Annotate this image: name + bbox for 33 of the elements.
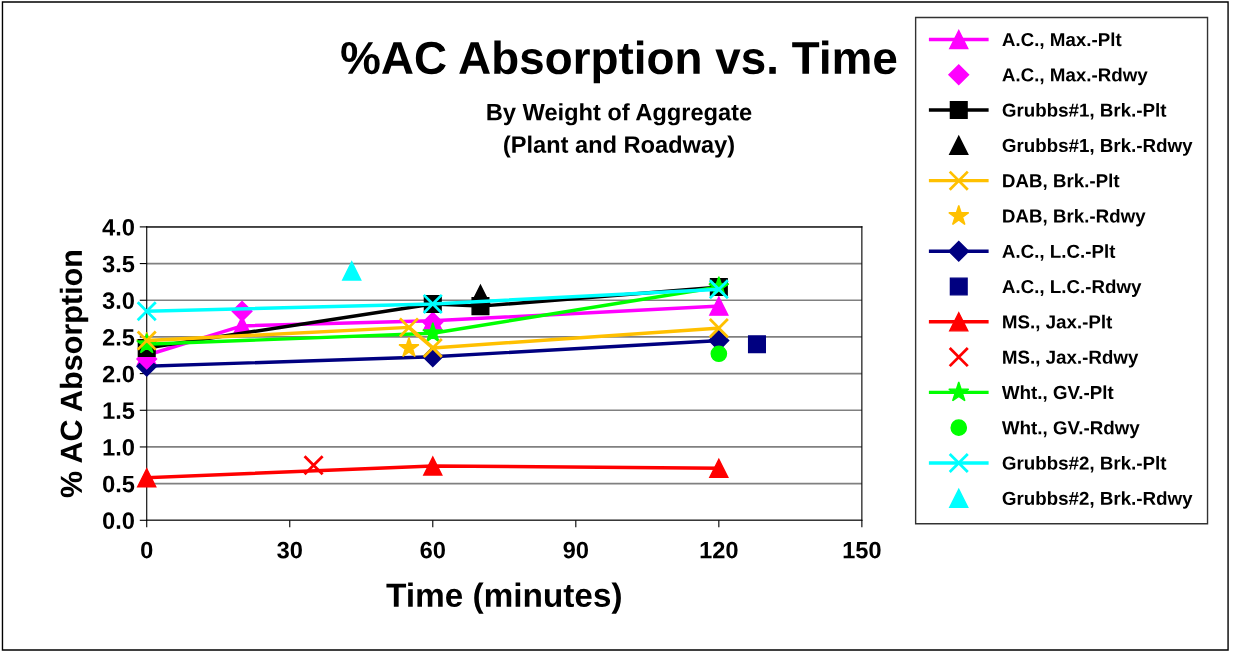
legend-label: Wht., GV.-Rdwy: [1001, 420, 1140, 439]
legend-label: Grubbs#2, Brk.-Rdwy: [1002, 491, 1193, 509]
y-tick-label: 3.5: [102, 255, 135, 273]
y-tick-label: 0.0: [103, 512, 134, 530]
legend-label: A.C., Max.-Rdwy: [1002, 67, 1148, 86]
legend-label: Wht., GV.-Plt: [1001, 385, 1114, 402]
y-tick-label: 0.5: [103, 475, 135, 493]
y-axis-title: % AC Absorption: [59, 251, 89, 498]
legend-label: A.C., Max.-Plt: [1002, 32, 1122, 49]
y-tick-label: 1.5: [103, 402, 135, 420]
legend-label: A.C., L.C.-Plt: [1002, 244, 1116, 261]
x-tick-label: 30: [277, 541, 302, 559]
chart-title: %AC Absorption vs. Time: [341, 40, 897, 84]
x-tick-label: 90: [563, 541, 588, 559]
y-tick-label: 4.0: [102, 218, 134, 236]
legend-label: Grubbs#1, Brk.-Rdwy: [1002, 138, 1193, 156]
legend-label: Grubbs#1, Brk.-Plt: [1002, 103, 1167, 120]
x-tick-label: 0: [141, 541, 153, 559]
legend-label: A.C., L.C.-Rdwy: [1002, 279, 1142, 297]
legend-label: MS., Jax.-Plt: [1003, 314, 1113, 332]
x-tick-label: 120: [700, 541, 738, 559]
x-axis-title: Time (minutes): [386, 582, 621, 614]
y-tick-label: 2.5: [102, 328, 135, 346]
x-tick-label: 150: [843, 541, 881, 559]
legend-label: DAB, Brk.-Rdwy: [1003, 208, 1146, 227]
legend-label: MS., Jax.-Rdwy: [1003, 350, 1139, 368]
legend-label: DAB, Brk.-Plt: [1003, 173, 1120, 191]
y-tick-label: 1.0: [103, 439, 134, 456]
chart-subtitle: By Weight of Aggregate (Plant and Roadway): [487, 103, 752, 158]
y-tick-label: 3.0: [102, 292, 134, 310]
x-tick-label: 60: [420, 541, 445, 559]
legend-label: Grubbs#2, Brk.-Plt: [1002, 455, 1167, 473]
y-tick-label: 2.0: [102, 365, 134, 383]
